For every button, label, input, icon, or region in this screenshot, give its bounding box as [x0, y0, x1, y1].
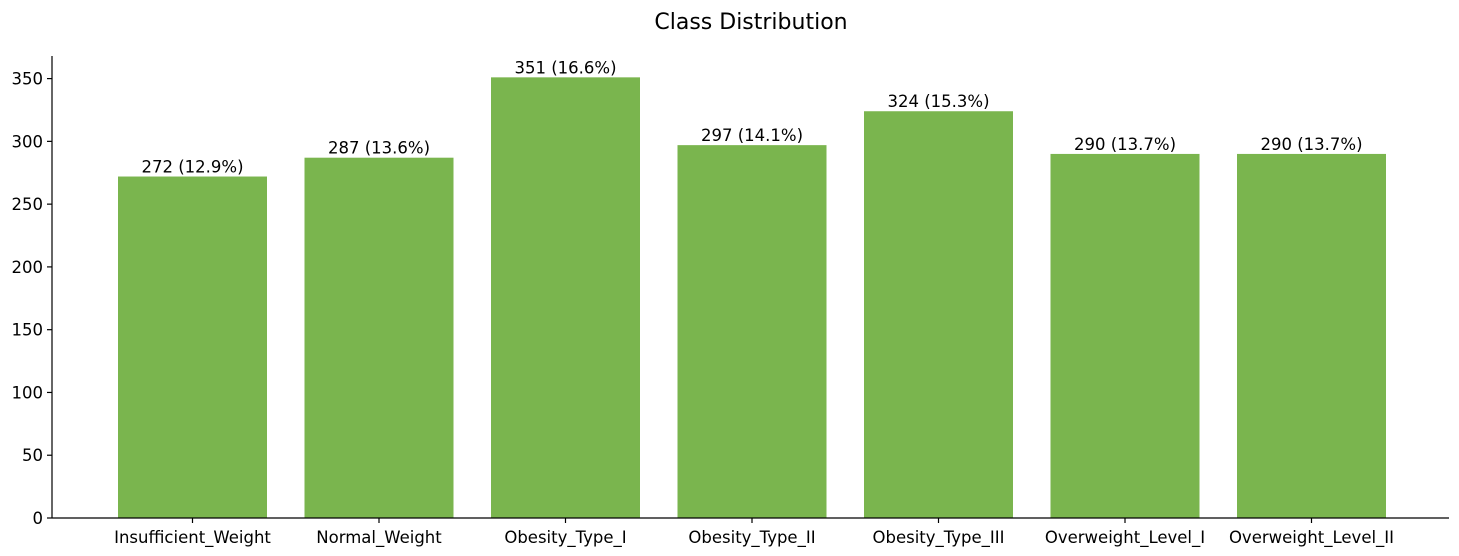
bar-obesity-type-i — [491, 77, 640, 518]
y-tick-label: 150 — [12, 321, 44, 340]
y-tick-label: 0 — [33, 509, 44, 528]
y-tick-label: 50 — [22, 446, 43, 465]
bar-overweight-level-i — [1050, 153, 1200, 518]
data-label: 324 (15.3%) — [887, 92, 989, 111]
x-tick-label: Obesity_Type_I — [504, 528, 626, 548]
y-tick-label: 300 — [12, 132, 44, 151]
x-tick-label: Normal_Weight — [316, 528, 442, 548]
x-tick-label: Obesity_Type_II — [688, 528, 815, 548]
y-tick-label: 250 — [12, 195, 44, 214]
x-axis: Insufficient_Weight Normal_Weight Obesity_… — [52, 517, 1449, 548]
y-tick-label: 100 — [12, 383, 44, 402]
data-labels-group: 272 (12.9%) 287 (13.6%) 351 (16.6%) 297 (14… — [141, 58, 1362, 176]
data-label: 290 (13.7%) — [1260, 135, 1362, 154]
chart-title: Class Distribution — [654, 10, 847, 35]
data-label: 287 (13.6%) — [328, 139, 430, 158]
data-label: 351 (16.6%) — [514, 58, 616, 77]
bars-group — [118, 77, 1386, 519]
data-label: 272 (12.9%) — [141, 158, 243, 177]
x-tick-label: Overweight_Level_I — [1045, 528, 1205, 548]
data-label: 290 (13.7%) — [1074, 135, 1176, 154]
y-axis: 0 50 100 150 200 250 300 350 — [12, 56, 53, 528]
x-tick-label: Overweight_Level_II — [1229, 528, 1394, 548]
bar-obesity-type-ii — [677, 145, 827, 518]
bar-obesity-type-iii — [864, 111, 1013, 518]
bar-insufficient-weight — [118, 176, 267, 519]
data-label: 297 (14.1%) — [701, 126, 803, 145]
bar-overweight-level-ii — [1237, 153, 1386, 518]
x-tick-label: Obesity_Type_III — [872, 528, 1004, 548]
x-tick-label: Insufficient_Weight — [114, 528, 271, 548]
y-tick-label: 200 — [12, 258, 44, 277]
y-tick-label: 350 — [12, 70, 44, 89]
bar-normal-weight — [304, 157, 454, 518]
